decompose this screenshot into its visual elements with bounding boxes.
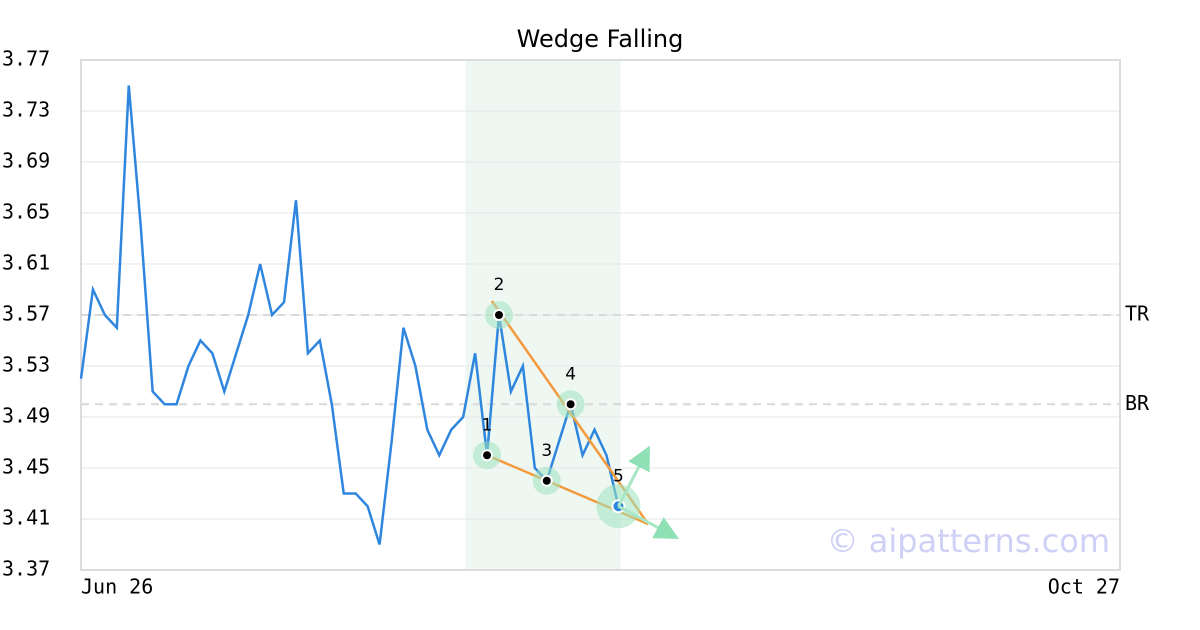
level-label: BR [1125,391,1150,415]
y-tick-label: 3.53 [2,353,50,377]
point-label: 5 [613,466,624,486]
y-tick-label: 3.41 [2,506,50,530]
chart-title: Wedge Falling [517,25,684,53]
point-label: 2 [494,275,505,295]
price-line [79,85,620,545]
pattern-point [540,474,553,487]
pattern-point [492,309,505,321]
watermark: © aipatterns.com [827,522,1110,560]
y-tick-label: 3.37 [2,557,50,581]
pattern-point [564,398,577,411]
pattern-point [481,449,494,462]
projection-arrow [617,504,679,539]
y-tick-label: 3.49 [2,404,50,428]
x-tick-label: Oct 27 [1048,575,1120,599]
y-tick-label: 3.61 [2,251,50,275]
projection-arrow [617,445,650,507]
point-label: 1 [482,415,493,435]
y-tick-label: 3.45 [2,455,50,479]
y-tick-label: 3.65 [2,200,50,224]
y-tick-label: 3.77 [2,47,50,71]
y-tick-label: 3.57 [2,302,50,326]
point-label: 4 [565,364,576,384]
y-tick-label: 3.73 [2,98,50,122]
level-label: TR [1125,302,1150,326]
x-tick-label: Jun 26 [81,575,153,599]
y-tick-label: 3.69 [2,149,50,173]
point-label: 3 [541,441,552,461]
